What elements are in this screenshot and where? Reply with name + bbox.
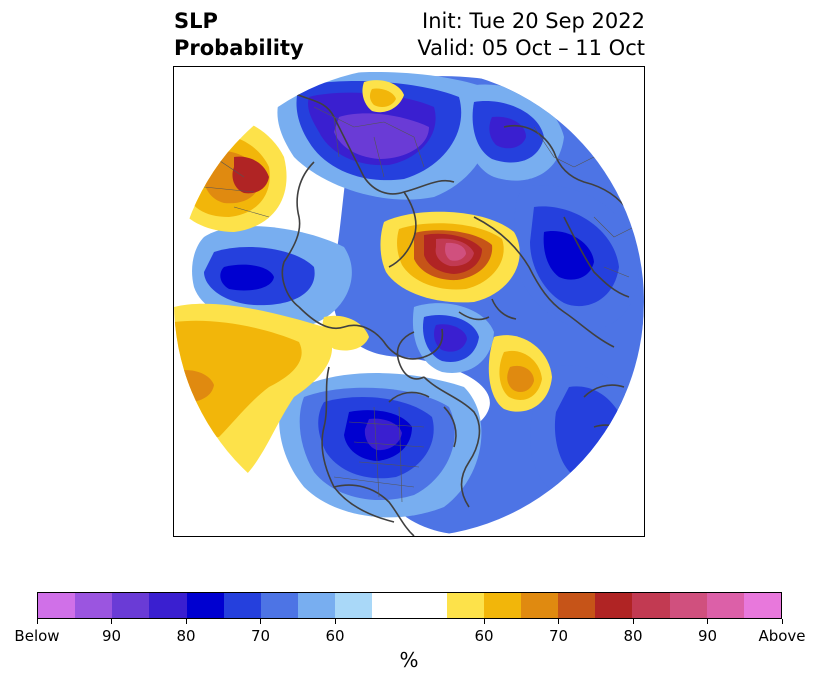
colorbar-segment [669,593,707,618]
colorbar-tick-label: 80 [623,627,643,645]
colorbar-segment [558,593,596,618]
colorbar-tick [558,619,559,624]
probability-field [174,67,644,536]
colorbar-unit: % [399,648,419,672]
colorbar-tick [185,619,187,624]
colorbar-segment [446,593,484,618]
colorbar-tick-label: Below [14,627,60,645]
title-quantity: Probability [174,36,304,60]
colorbar-segment [186,593,224,618]
colorbar-segment [632,593,670,618]
colorbar-segment [372,593,447,618]
colorbar-tick-label: 90 [101,627,122,645]
coastlines [281,86,640,536]
colorbar-segment [260,593,299,618]
colorbar-tick-label: 80 [176,627,196,645]
colorbar-tick-label: Above [758,627,806,645]
colorbar-tick-label: 70 [250,627,271,645]
colorbar-segment [38,593,76,618]
colorbar [37,592,782,619]
colorbar-segment [223,593,261,618]
colorbar-segment [706,593,744,618]
colorbar-tick [260,619,261,624]
colorbar-segment [743,593,782,618]
forecast-dates: Init: Tue 20 Sep 2022 Valid: 05 Oct – 11… [417,8,645,62]
colorbar-tick [781,619,783,624]
title-variable: SLP [174,9,218,33]
colorbar-tick [707,619,708,624]
colorbar-segment [149,593,187,618]
colorbar-segment [483,593,522,618]
colorbar-tick [632,619,634,624]
colorbar-segment [521,593,559,618]
valid-dates: Valid: 05 Oct – 11 Oct [417,36,645,60]
colorbar-tick [334,619,336,624]
init-date: Init: Tue 20 Sep 2022 [422,9,645,33]
colorbar-segment [75,593,113,618]
colorbar-tick-label: 90 [697,627,718,645]
map-svg [174,67,644,536]
colorbar-tick-label: 60 [325,627,345,645]
map-title: SLP Probability [174,8,304,62]
colorbar-segment [112,593,150,618]
colorbar-tick [483,619,485,624]
probability-map [173,66,645,537]
colorbar-tick-label: 60 [474,627,494,645]
colorbar-tick [111,619,112,624]
colorbar-tick-label: 70 [548,627,569,645]
colorbar-segment [335,593,373,618]
colorbar-segment [298,593,336,618]
colorbar-tick [36,619,38,624]
colorbar-segment [595,593,633,618]
